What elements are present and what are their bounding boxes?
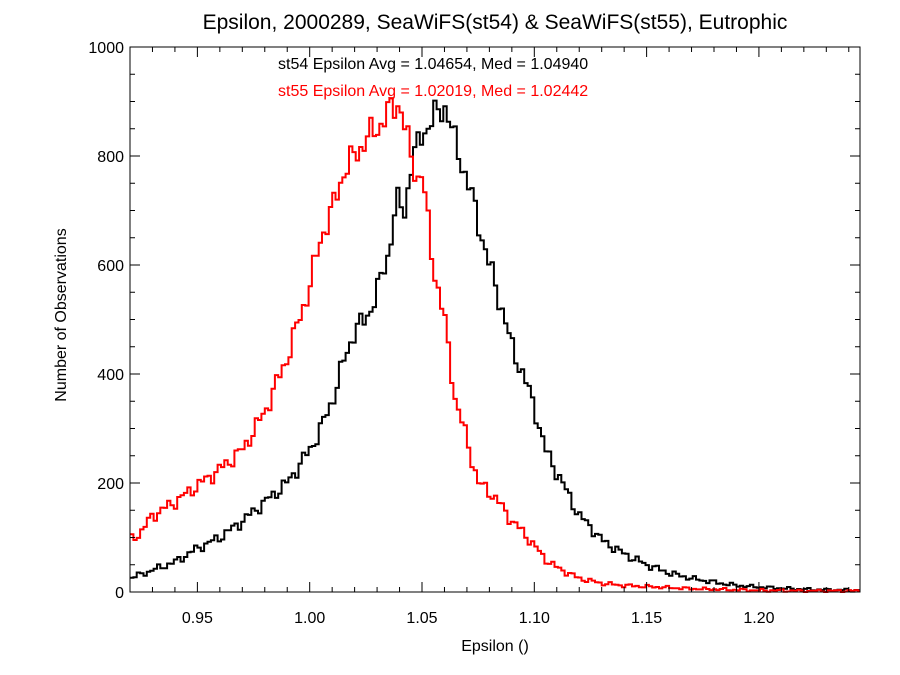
x-axis-label: Epsilon () [461, 638, 529, 655]
x-tick-label: 1.15 [631, 610, 662, 627]
y-tick-label: 600 [97, 258, 124, 275]
x-tick-label: 1.05 [406, 610, 437, 627]
x-tick-label: 1.20 [743, 610, 774, 627]
y-axis-label: Number of Observations [53, 228, 70, 401]
y-tick-label: 800 [97, 149, 124, 166]
x-tick-label: 1.00 [294, 610, 325, 627]
y-tick-label: 200 [97, 476, 124, 493]
histogram-series-1 [130, 97, 860, 593]
histogram-series-0 [130, 99, 860, 593]
annotation-1: st55 Epsilon Avg = 1.02019, Med = 1.0244… [278, 83, 588, 100]
annotation-0: st54 Epsilon Avg = 1.04654, Med = 1.0494… [278, 56, 588, 73]
y-tick-label: 1000 [88, 40, 124, 57]
x-tick-label: 1.10 [519, 610, 550, 627]
y-axis: 0 200 400 600 800 1000 [88, 40, 860, 602]
annotations: st54 Epsilon Avg = 1.04654, Med = 1.0494… [278, 56, 588, 100]
x-axis: 0.95 1.00 1.05 1.10 1.15 1.20 [129, 47, 850, 627]
y-tick-label: 0 [115, 585, 124, 602]
x-tick-label: 0.95 [182, 610, 213, 627]
y-tick-label: 400 [97, 367, 124, 384]
chart-title: Epsilon, 2000289, SeaWiFS(st54) & SeaWiF… [203, 11, 788, 34]
plot-series [130, 97, 860, 593]
plot-frame [129, 46, 861, 593]
